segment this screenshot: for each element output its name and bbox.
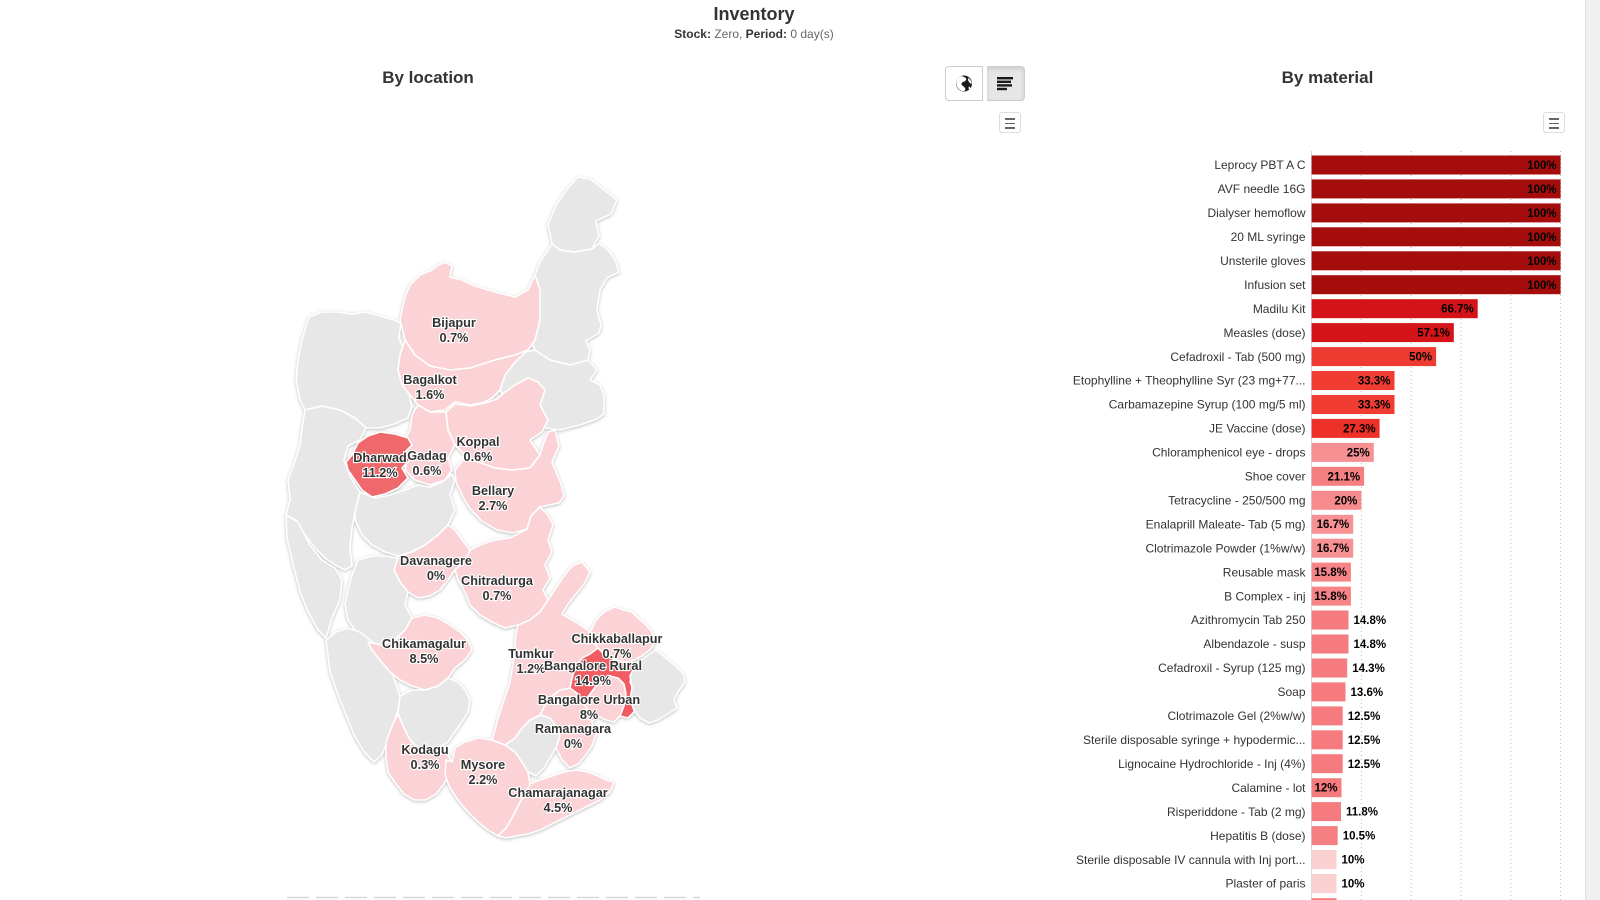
svg-text:13.6%: 13.6%	[1351, 687, 1384, 699]
svg-text:Measles (dose): Measles (dose)	[1223, 326, 1305, 340]
svg-text:Dharwad: Dharwad	[353, 451, 407, 465]
svg-text:100%: 100%	[1527, 160, 1556, 172]
svg-text:0.7%: 0.7%	[483, 589, 512, 603]
svg-text:21.1%: 21.1%	[1327, 471, 1360, 483]
svg-text:50%: 50%	[1409, 352, 1432, 364]
svg-text:Bellary: Bellary	[472, 484, 514, 498]
svg-text:2.2%: 2.2%	[469, 773, 498, 787]
svg-text:4.5%: 4.5%	[544, 801, 573, 815]
svg-text:Dialyser hemoflow: Dialyser hemoflow	[1207, 206, 1305, 220]
svg-text:Bijapur: Bijapur	[432, 316, 476, 330]
svg-text:Chikkaballapur: Chikkaballapur	[572, 632, 663, 646]
svg-text:Davanagere: Davanagere	[400, 554, 472, 568]
svg-text:0.6%: 0.6%	[413, 464, 442, 478]
svg-text:Etophylline + Theophylline Syr: Etophylline + Theophylline Syr (23 mg+77…	[1073, 374, 1306, 388]
svg-text:33.3%: 33.3%	[1358, 400, 1391, 412]
svg-text:14.8%: 14.8%	[1354, 615, 1387, 627]
svg-text:Bagalkot: Bagalkot	[403, 373, 457, 387]
svg-text:Cefadroxil - Syrup (125 mg): Cefadroxil - Syrup (125 mg)	[1158, 661, 1305, 675]
svg-text:Leprocy PBT A C: Leprocy PBT A C	[1214, 158, 1305, 172]
svg-text:Bangalore Urban: Bangalore Urban	[538, 693, 640, 707]
svg-text:Shoe cover: Shoe cover	[1245, 470, 1306, 484]
svg-text:Calamine - lot: Calamine - lot	[1231, 781, 1306, 795]
svg-text:0.6%: 0.6%	[464, 450, 493, 464]
svg-text:25%: 25%	[1347, 447, 1370, 459]
svg-text:Madilu Kit: Madilu Kit	[1253, 302, 1306, 316]
svg-text:0.3%: 0.3%	[411, 758, 440, 772]
svg-text:Risperiddone - Tab (2 mg): Risperiddone - Tab (2 mg)	[1167, 805, 1306, 819]
svg-text:20 ML syringe: 20 ML syringe	[1231, 230, 1306, 244]
svg-text:57.1%: 57.1%	[1417, 328, 1450, 340]
svg-text:16.7%: 16.7%	[1317, 543, 1350, 555]
svg-text:100%: 100%	[1527, 280, 1556, 292]
svg-text:Bangalore Rural: Bangalore Rural	[544, 659, 642, 673]
svg-text:Chamarajanagar: Chamarajanagar	[508, 786, 607, 800]
svg-text:Sterile disposable IV cannula: Sterile disposable IV cannula with Inj p…	[1076, 853, 1305, 867]
svg-text:B Complex - inj: B Complex - inj	[1224, 589, 1305, 603]
svg-text:0.7%: 0.7%	[603, 647, 632, 661]
svg-text:8%: 8%	[580, 708, 598, 722]
svg-text:100%: 100%	[1527, 232, 1556, 244]
svg-text:20%: 20%	[1334, 495, 1357, 507]
svg-text:Plaster of paris: Plaster of paris	[1225, 877, 1305, 891]
svg-text:1.2%: 1.2%	[517, 662, 546, 676]
svg-text:Chloramphenicol eye - drops: Chloramphenicol eye - drops	[1152, 446, 1305, 460]
svg-text:Enalaprill Maleate- Tab (5 mg): Enalaprill Maleate- Tab (5 mg)	[1146, 518, 1306, 532]
svg-text:8.5%: 8.5%	[410, 652, 439, 666]
svg-text:Clotrimazole Gel (2%w/w): Clotrimazole Gel (2%w/w)	[1167, 709, 1305, 723]
svg-text:0%: 0%	[564, 737, 582, 751]
svg-text:2.7%: 2.7%	[479, 499, 508, 513]
svg-text:Soap: Soap	[1277, 685, 1305, 699]
svg-text:Kodagu: Kodagu	[401, 743, 448, 757]
svg-text:0%: 0%	[427, 569, 445, 583]
svg-text:100%: 100%	[1527, 208, 1556, 220]
svg-text:11.2%: 11.2%	[362, 466, 397, 480]
svg-text:15.8%: 15.8%	[1314, 591, 1347, 603]
svg-text:Clotrimazole Powder (1%w/w): Clotrimazole Powder (1%w/w)	[1145, 541, 1305, 555]
svg-text:Chitradurga: Chitradurga	[461, 574, 534, 588]
svg-text:Albendazole - susp: Albendazole - susp	[1203, 637, 1305, 651]
svg-text:27.3%: 27.3%	[1343, 423, 1376, 435]
svg-text:12.5%: 12.5%	[1348, 759, 1381, 771]
svg-text:14.9%: 14.9%	[575, 674, 611, 688]
svg-text:100%: 100%	[1527, 184, 1556, 196]
svg-text:12%: 12%	[1314, 783, 1337, 795]
svg-text:0.7%: 0.7%	[440, 331, 469, 345]
svg-text:15.8%: 15.8%	[1314, 567, 1347, 579]
svg-text:Chikamagalur: Chikamagalur	[382, 637, 466, 651]
svg-text:12.5%: 12.5%	[1348, 711, 1381, 723]
svg-text:Sterile disposable syringe + h: Sterile disposable syringe + hypodermic.…	[1083, 733, 1305, 747]
svg-text:1.6%: 1.6%	[416, 388, 445, 402]
svg-text:Hepatitis B (dose): Hepatitis B (dose)	[1210, 829, 1305, 843]
svg-text:14.8%: 14.8%	[1354, 639, 1387, 651]
svg-text:Lignocaine Hydrochloride - Inj: Lignocaine Hydrochloride - Inj (4%)	[1118, 757, 1305, 771]
svg-text:Koppal: Koppal	[457, 435, 500, 449]
svg-text:Tetracycline - 250/500 mg: Tetracycline - 250/500 mg	[1168, 494, 1305, 508]
svg-text:66.7%: 66.7%	[1441, 304, 1474, 316]
svg-text:12.5%: 12.5%	[1348, 735, 1381, 747]
svg-text:Reusable mask: Reusable mask	[1223, 565, 1307, 579]
svg-text:10%: 10%	[1342, 855, 1365, 867]
svg-text:Unsterile gloves: Unsterile gloves	[1220, 254, 1305, 268]
svg-text:16.7%: 16.7%	[1317, 519, 1350, 531]
svg-text:AVF needle 16G: AVF needle 16G	[1218, 182, 1306, 196]
svg-text:14.3%: 14.3%	[1352, 663, 1385, 675]
svg-text:100%: 100%	[1527, 256, 1556, 268]
svg-text:Gadag: Gadag	[407, 449, 446, 463]
svg-text:Carbamazepine Syrup (100 mg/5: Carbamazepine Syrup (100 mg/5 ml)	[1109, 398, 1306, 412]
svg-text:Cefadroxil - Tab (500 mg): Cefadroxil - Tab (500 mg)	[1170, 350, 1305, 364]
svg-text:Tumkur: Tumkur	[508, 647, 554, 661]
svg-text:Ramanagara: Ramanagara	[535, 722, 612, 736]
svg-text:10%: 10%	[1342, 879, 1365, 891]
svg-text:10.5%: 10.5%	[1343, 831, 1376, 843]
svg-text:Azithromycin Tab 250: Azithromycin Tab 250	[1191, 613, 1306, 627]
svg-text:33.3%: 33.3%	[1358, 376, 1391, 388]
svg-text:JE Vaccine (dose): JE Vaccine (dose)	[1209, 422, 1306, 436]
svg-text:Mysore: Mysore	[461, 758, 505, 772]
svg-text:Infusion set: Infusion set	[1244, 278, 1306, 292]
svg-text:11.8%: 11.8%	[1346, 807, 1378, 819]
